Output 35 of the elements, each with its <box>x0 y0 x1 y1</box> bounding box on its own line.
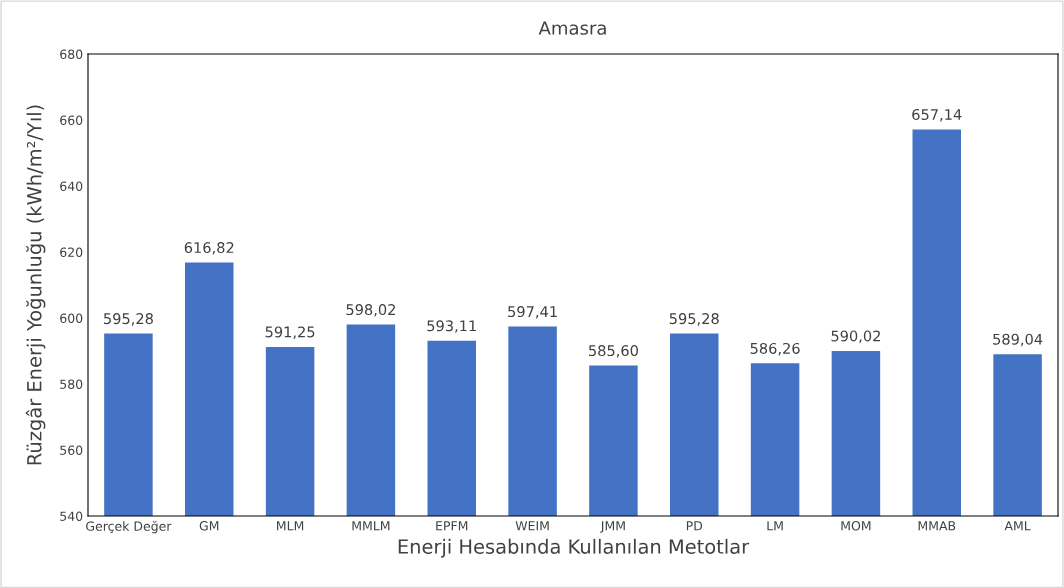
x-tick-label: MMAB <box>918 521 956 531</box>
x-tick-label: AML <box>1004 521 1031 531</box>
data-label: 586,26 <box>750 342 800 356</box>
y-tick-label: 580 <box>60 379 83 389</box>
y-tick-label: 680 <box>60 49 83 59</box>
x-tick-label: EPFM <box>436 521 468 531</box>
y-tick-label: 560 <box>60 445 83 455</box>
y-axis-title: Rüzgâr Enerji Yoğunluğu (kWh/m²/Yıl) <box>25 105 46 465</box>
data-label: 585,60 <box>589 345 638 358</box>
x-tick-label: MOM <box>841 521 871 531</box>
x-tick-label: PD <box>686 521 703 531</box>
data-label: 590,02 <box>831 330 880 343</box>
data-label: 591,25 <box>265 326 315 339</box>
data-label: 593,11 <box>427 320 476 333</box>
x-tick-label: Gerçek Değer <box>86 520 172 534</box>
x-tick-label: LM <box>767 521 783 531</box>
chart-title: Amasra <box>538 21 606 35</box>
x-tick-label: MMLM <box>352 521 390 531</box>
x-tick-label: JMM <box>600 521 625 533</box>
data-label: 657,14 <box>912 108 962 122</box>
y-tick-label: 600 <box>60 313 83 323</box>
y-tick-label: 640 <box>60 181 83 191</box>
data-label: 589,04 <box>993 333 1043 347</box>
y-tick-label: 620 <box>60 247 83 257</box>
data-label: 595,28 <box>104 313 153 326</box>
y-tick-label: 540 <box>60 511 83 521</box>
y-tick-label: 660 <box>60 115 83 125</box>
x-tick-label: GM <box>199 521 219 531</box>
x-tick-label: MLM <box>277 521 304 531</box>
x-tick-label: WEIM <box>515 521 549 531</box>
data-label: 598,02 <box>346 304 395 317</box>
data-label: 595,28 <box>669 313 719 326</box>
data-label: 597,41 <box>508 306 557 319</box>
data-label: 616,82 <box>184 242 234 255</box>
x-axis-title: Enerji Hesabında Kullanılan Metotlar <box>398 538 750 558</box>
